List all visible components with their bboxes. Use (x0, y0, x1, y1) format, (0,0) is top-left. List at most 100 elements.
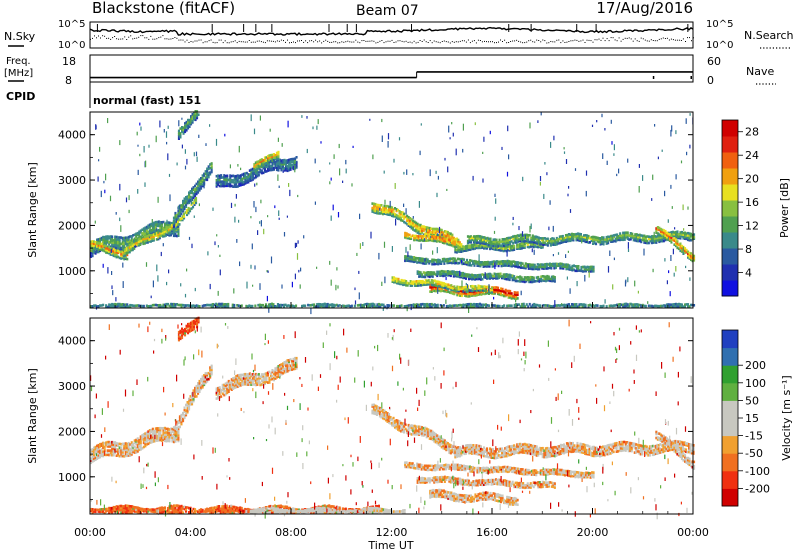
noise-cell (137, 145, 138, 147)
noise-cell (146, 262, 147, 267)
heat-cell (463, 258, 465, 261)
nsearch-point (562, 40, 563, 41)
nsearch-point (651, 39, 652, 40)
noise-cell (683, 228, 684, 231)
noise-cell (589, 272, 590, 278)
heat-cell (539, 304, 541, 307)
nsearch-point (544, 40, 545, 41)
noise-cell (256, 183, 257, 186)
noise-cell (169, 194, 170, 201)
noise-cell (461, 260, 462, 264)
noise-cell (267, 296, 268, 301)
noise-cell (329, 162, 330, 164)
noise-cell (320, 141, 321, 143)
noise-cell (662, 150, 663, 152)
nsearch-point (311, 40, 312, 41)
nsearch-point (126, 39, 127, 40)
nsearch-point (249, 40, 250, 41)
noise-cell (351, 183, 352, 186)
noise-cell (104, 190, 105, 194)
noise-cell (156, 136, 157, 143)
nsearch-point (576, 40, 577, 41)
heat-cell (603, 243, 605, 246)
nsearch-point (237, 42, 238, 43)
heat-cell (606, 305, 608, 308)
nsearch-point (536, 40, 537, 41)
heat-cell (143, 305, 145, 308)
noise-cell (537, 120, 538, 123)
noise-cell (360, 243, 361, 249)
nsearch-point (681, 40, 682, 41)
nsearch-point (241, 41, 242, 42)
nsearch-point (426, 41, 427, 42)
heat-cell (277, 169, 279, 172)
nsearch-point (152, 39, 153, 40)
nsearch-point (315, 40, 316, 41)
noise-cell (279, 186, 280, 188)
nsky-trace (90, 28, 693, 35)
nsearch-point (418, 42, 419, 43)
noise-cell (634, 281, 635, 287)
noise-cell (605, 299, 606, 303)
noise-cell (120, 225, 121, 232)
noise-cell (405, 247, 406, 253)
heat-cell (192, 206, 194, 209)
noise-cell (282, 143, 283, 147)
heat-cell (195, 202, 197, 205)
nsearch-point (142, 35, 143, 36)
noise-cell (382, 136, 383, 143)
nsearch-point (251, 42, 252, 43)
noise-cell (413, 216, 414, 219)
noise-cell (475, 122, 476, 125)
nsearch-point (261, 41, 262, 42)
noise-cell (112, 290, 113, 295)
nsearch-point (392, 40, 393, 41)
nsearch-point (353, 42, 354, 43)
heat-cell (179, 426, 181, 429)
nsearch-point (273, 41, 274, 42)
noise-cell (310, 308, 311, 315)
noise-cell (101, 191, 102, 197)
nsearch-point (301, 40, 302, 41)
nsearch-point (432, 42, 433, 43)
nsearch-point (148, 39, 149, 40)
noise-cell (345, 160, 346, 164)
noise-cell (671, 125, 672, 131)
nsearch-point (329, 42, 330, 43)
noise-cell (268, 271, 269, 273)
nsearch-point (466, 42, 467, 43)
heat-cell (631, 233, 633, 236)
noise-cell (568, 251, 569, 253)
nsearch-point (572, 40, 573, 41)
noise-cell (168, 270, 169, 274)
heat-cell (351, 305, 353, 308)
noise-cell (628, 242, 629, 249)
noise-cell (199, 203, 200, 206)
noise-cell (411, 304, 412, 310)
noise-cell (151, 296, 152, 299)
noise-cell (421, 123, 422, 125)
heat-cell (211, 165, 213, 168)
nsearch-point (689, 37, 690, 38)
noise-cell (436, 171, 437, 174)
noise-cell (525, 235, 526, 240)
nsearch-point (412, 42, 413, 43)
heat-cell (189, 125, 191, 128)
nsearch-point (673, 39, 674, 40)
noise-cell (453, 133, 454, 137)
nsearch-point (379, 41, 380, 42)
nsearch-point (675, 40, 676, 41)
noise-cell (670, 291, 671, 296)
heat-cell (403, 213, 405, 216)
noise-cell (412, 173, 413, 175)
heat-cell (277, 151, 279, 154)
noise-cell (205, 143, 206, 146)
noise-cell (194, 118, 195, 121)
noise-cell (586, 191, 587, 197)
nsearch-point (540, 41, 541, 42)
noise-cell (122, 263, 123, 268)
noise-left-tick-low: 10^0 (58, 40, 85, 51)
noise-cell (301, 115, 302, 118)
noise-cell (279, 218, 280, 220)
nsearch-point (130, 35, 131, 36)
